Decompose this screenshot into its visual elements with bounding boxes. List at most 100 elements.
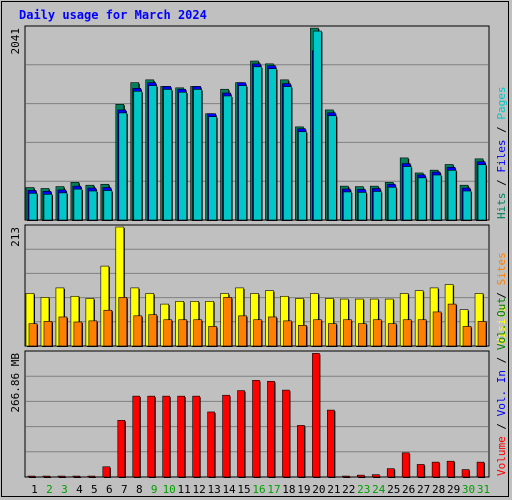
sites-bar: [238, 315, 247, 347]
middle-legend: Visits / Sites: [495, 252, 508, 345]
pages-bar: [387, 186, 397, 221]
pages-bar: [357, 192, 367, 221]
legend-entry: /: [495, 285, 508, 305]
pages-bar: [238, 85, 247, 221]
pages-bar: [462, 190, 472, 221]
pages-bar: [163, 89, 173, 221]
sites-bar: [432, 311, 442, 347]
sites-bar: [193, 319, 202, 347]
pages-bar: [208, 116, 217, 221]
y-axis-max-label: 213: [9, 227, 22, 247]
day-label: 11: [178, 483, 191, 496]
volume-bar: [282, 389, 290, 478]
day-label: 22: [342, 483, 355, 496]
day-label: 2: [46, 483, 53, 496]
pages-bar: [477, 164, 487, 221]
volume-bar-shadow: [58, 477, 66, 478]
volume-bar: [297, 425, 305, 478]
pages-bar: [283, 86, 292, 221]
sites-bar: [223, 297, 232, 347]
sites-bar: [402, 319, 412, 347]
pages-bar: [432, 174, 442, 221]
volume-bar: [87, 475, 96, 478]
sites-bar: [28, 323, 38, 347]
sites-bar: [88, 320, 98, 347]
day-label: 30: [462, 483, 475, 496]
sites-bar: [372, 319, 382, 347]
chart-title: Daily usage for March 2024: [19, 8, 207, 22]
volume-bar: [207, 411, 215, 478]
sites-bar: [283, 320, 292, 347]
bottom-legend: Volume / Vol. In / Vol. Out: [495, 297, 508, 476]
pages-bar: [253, 66, 262, 221]
sites-bar: [58, 316, 68, 347]
volume-bar: [162, 395, 171, 478]
pages-bar: [58, 192, 68, 221]
sites-bar: [253, 319, 262, 347]
sites-bar: [178, 319, 187, 347]
volume-bar: [222, 394, 230, 478]
pages-bar: [328, 115, 337, 221]
day-label: 28: [432, 483, 445, 496]
pages-bar: [268, 68, 277, 221]
day-label: 14: [222, 483, 236, 496]
day-label: 24: [372, 483, 386, 496]
sites-bar: [268, 316, 277, 347]
pages-bar: [103, 190, 113, 221]
pages-bar: [148, 85, 158, 221]
day-label: 10: [163, 483, 176, 496]
day-label: 18: [282, 483, 295, 496]
pages-bar: [73, 188, 83, 221]
volume-bar: [401, 452, 410, 478]
legend-entry: /: [495, 416, 508, 436]
pages-bar: [118, 112, 128, 221]
sites-bar: [417, 319, 427, 347]
pages-bar: [43, 194, 53, 221]
volume-bar: [267, 380, 275, 478]
day-label: 29: [447, 483, 460, 496]
sites-bar: [447, 303, 457, 347]
volume-bar: [356, 474, 365, 478]
volume-bar: [27, 475, 36, 478]
sites-bar: [118, 297, 128, 347]
legend-entry: /: [495, 350, 508, 370]
volume-bar: [476, 461, 485, 478]
day-label: 6: [106, 483, 113, 496]
volume-bar: [431, 461, 440, 478]
sites-bar: [43, 321, 53, 347]
volume-bar: [72, 475, 81, 478]
sites-bar: [73, 321, 83, 347]
legend-entry: /: [495, 173, 508, 193]
volume-bar: [446, 460, 455, 478]
sites-bar: [298, 325, 307, 347]
volume-bar: [461, 469, 470, 478]
pages-bar: [193, 89, 202, 221]
volume-bar: [312, 353, 320, 478]
volume-bar: [117, 420, 126, 478]
sites-bar: [462, 326, 472, 347]
day-label: 1: [31, 483, 38, 496]
volume-bar: [416, 464, 425, 478]
sites-bar: [133, 315, 143, 347]
y-axis-max-label: 266.86 MB: [9, 353, 22, 413]
volume-bar: [147, 395, 156, 478]
pages-bar: [417, 177, 427, 221]
sites-bar: [328, 323, 337, 347]
day-label: 12: [193, 483, 206, 496]
day-label: 27: [417, 483, 430, 496]
volume-bar-shadow: [73, 477, 81, 478]
volume-bar: [371, 474, 380, 478]
day-label: 19: [297, 483, 310, 496]
volume-bar-shadow: [29, 477, 36, 478]
volume-bar: [237, 390, 245, 478]
pages-bar: [372, 191, 382, 221]
day-label: 16: [252, 483, 265, 496]
day-label: 4: [76, 483, 83, 496]
legend-entry: Hits: [495, 193, 508, 220]
volume-bar: [192, 395, 200, 478]
volume-bar: [177, 395, 185, 478]
pages-bar: [133, 90, 143, 221]
sites-bar: [357, 323, 367, 347]
